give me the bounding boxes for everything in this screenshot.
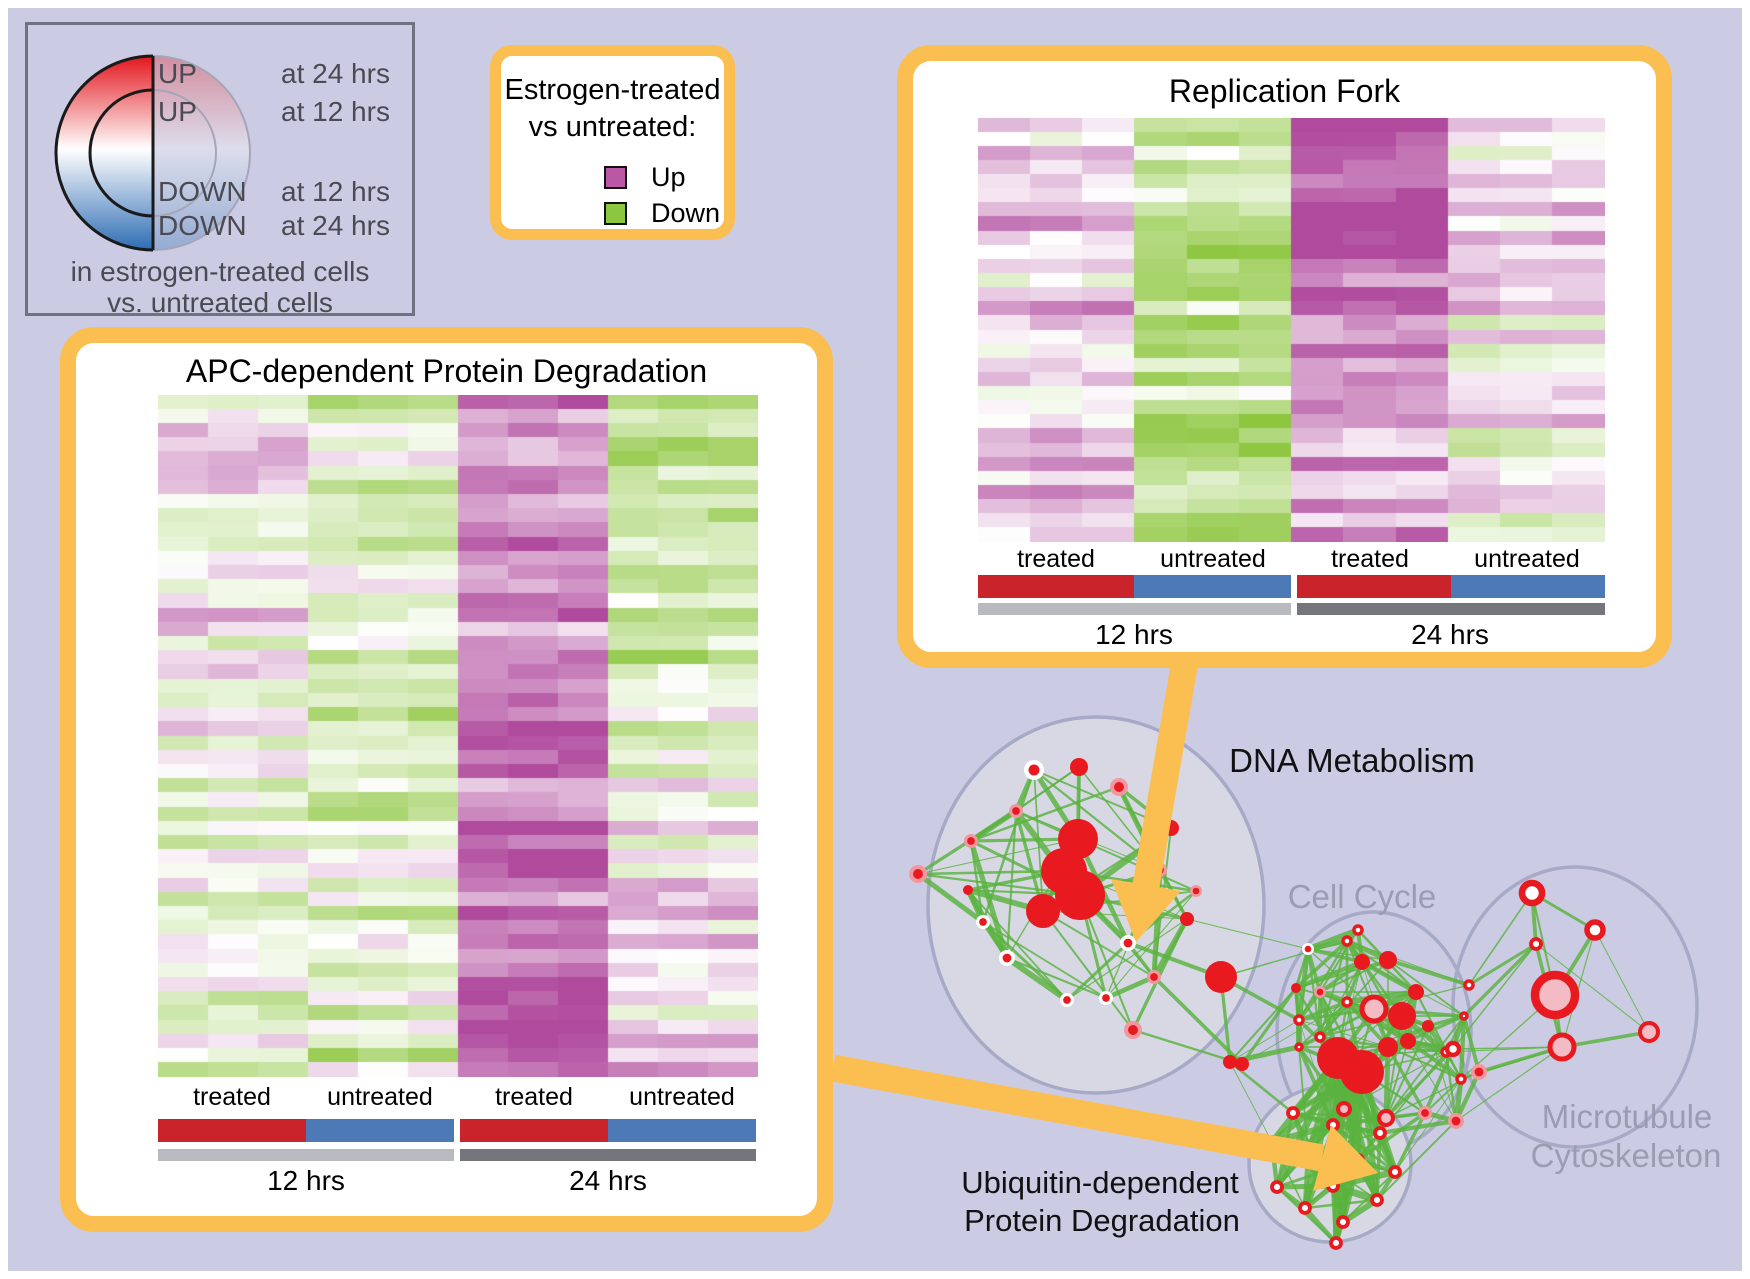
apc-24hrs-label: 24 hrs [569, 1165, 647, 1196]
rf-heatmap [978, 118, 1605, 542]
rf-treated-bar-24 [1297, 575, 1451, 598]
legend-dir-down-24: DOWN [158, 210, 247, 241]
estrogen-legend-title-line2: vs untreated: [528, 111, 697, 143]
rf-untreated-bar-24 [1451, 575, 1605, 598]
replication-fork-panel: Replication Fork treated untreated treat… [897, 45, 1672, 668]
rf-12hrs-bar [978, 603, 1291, 615]
apc-group-label-3: treated [495, 1083, 573, 1111]
apc-treated-bar-24 [460, 1119, 608, 1142]
rf-group-label-4: untreated [1474, 545, 1580, 573]
legend-caption-line1: in estrogen-treated cells [70, 256, 370, 287]
expression-direction-legend: UP at 24 hrs UP at 12 hrs DOWN at 12 hrs… [25, 22, 415, 318]
rf-24hrs-label: 24 hrs [1411, 619, 1489, 650]
legend-caption-line2: vs. untreated cells [107, 287, 333, 318]
estrogen-legend-title-line1: Estrogen-treated [504, 74, 721, 106]
apc-group-label-2: untreated [327, 1083, 433, 1111]
apc-12hrs-bar [158, 1149, 454, 1161]
apc-group-label-1: treated [193, 1083, 271, 1111]
legend-dir-down-12: DOWN [158, 176, 247, 207]
legend-time-down-12: at 12 hrs [281, 176, 390, 207]
rf-treated-bar-12 [978, 575, 1134, 598]
legend-dir-up-24: UP [158, 58, 197, 89]
apc-24hrs-bar [460, 1149, 756, 1161]
apc-treated-bar-12 [158, 1119, 306, 1142]
up-label: Up [651, 162, 686, 192]
concentric-gradient-rings-icon [54, 54, 251, 252]
legend-time-12: at 12 hrs [281, 96, 390, 127]
apc-degradation-panel: APC-dependent Protein Degradation treate… [60, 327, 833, 1232]
down-label: Down [651, 198, 721, 228]
apc-untreated-bar-24 [608, 1119, 756, 1142]
legend-time-24: at 24 hrs [281, 58, 390, 89]
down-color-swatch [604, 202, 627, 225]
apc-group-label-4: untreated [629, 1083, 735, 1111]
apc-panel-title: APC-dependent Protein Degradation [185, 353, 708, 389]
rf-12hrs-label: 12 hrs [1095, 619, 1173, 650]
rf-group-label-1: treated [1017, 545, 1095, 573]
legend-dir-up-12: UP [158, 96, 197, 127]
apc-12hrs-label: 12 hrs [267, 1165, 345, 1196]
rf-panel-title: Replication Fork [1168, 73, 1401, 109]
rf-group-label-2: untreated [1160, 545, 1266, 573]
apc-heatmap [158, 395, 758, 1077]
apc-untreated-bar-12 [306, 1119, 454, 1142]
rf-group-label-3: treated [1331, 545, 1409, 573]
estrogen-updown-legend: Estrogen-treated vs untreated: Up Down [490, 45, 735, 240]
up-color-swatch [604, 166, 627, 189]
rf-untreated-bar-12 [1134, 575, 1291, 598]
rf-24hrs-bar [1297, 603, 1605, 615]
legend-time-down-24: at 24 hrs [281, 210, 390, 241]
